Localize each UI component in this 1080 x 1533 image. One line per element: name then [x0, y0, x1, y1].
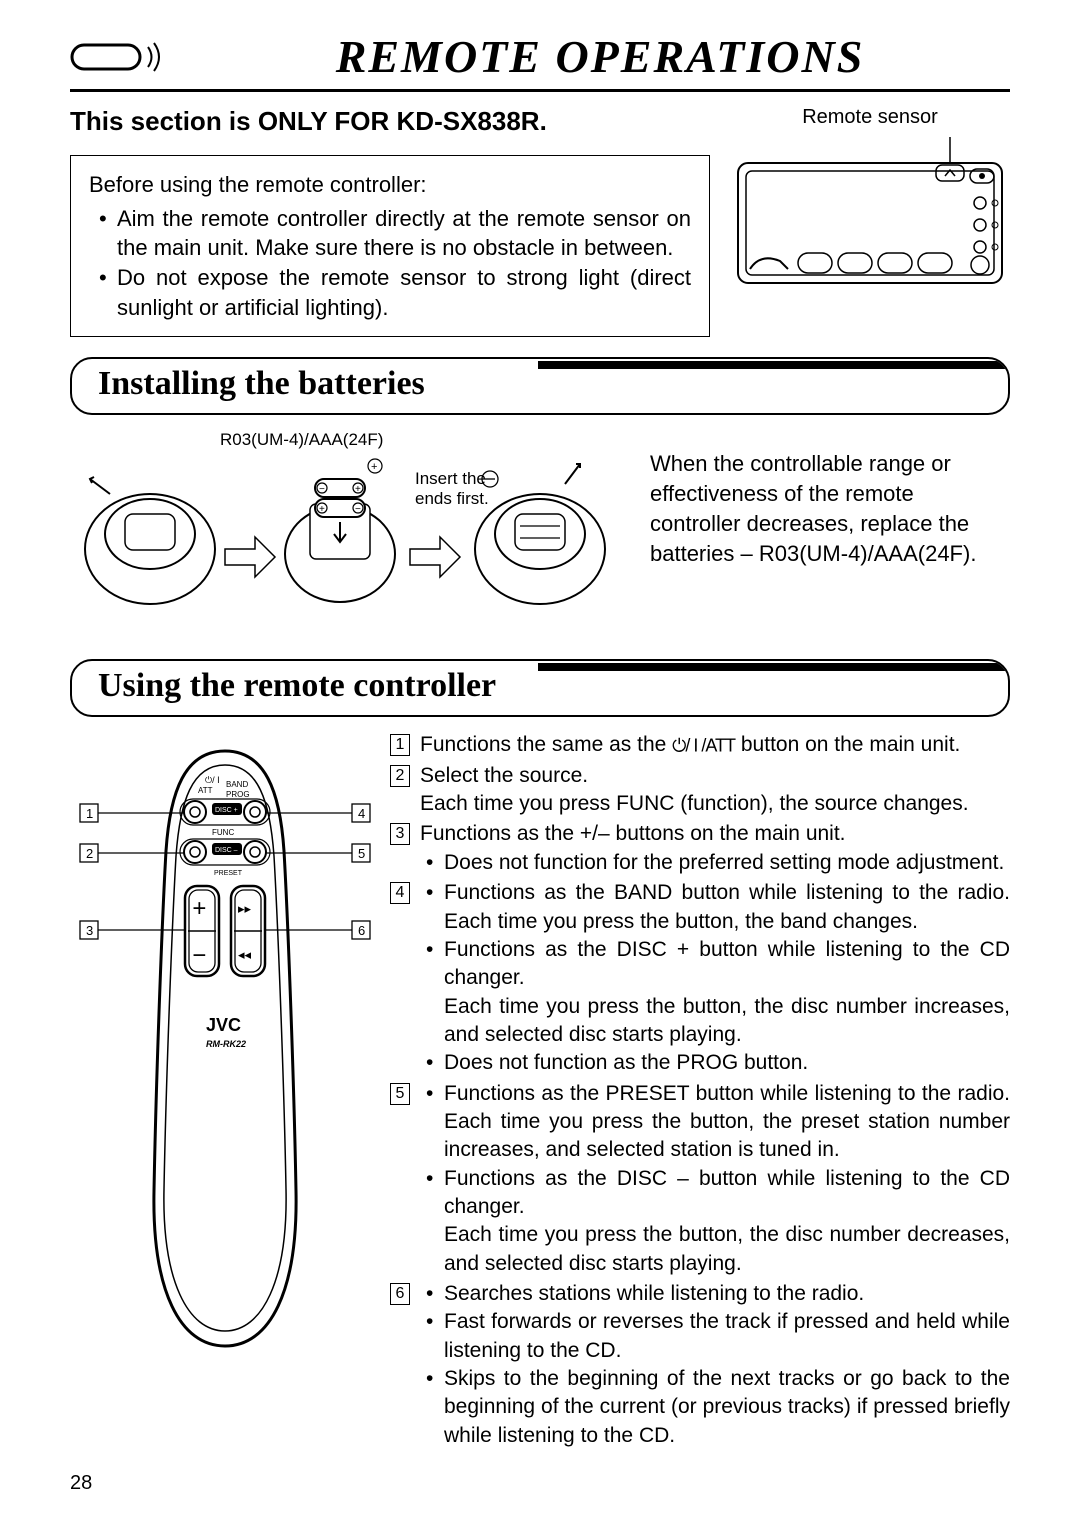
func-item: 4 Functions as the BAND button while lis… — [390, 879, 1010, 1077]
svg-text:+: + — [319, 504, 325, 515]
func-bullet: Does not function for the preferred sett… — [426, 849, 1010, 877]
page-title: REMOTE OPERATIONS — [190, 30, 1010, 83]
before-box: Before using the remote controller: Aim … — [70, 155, 710, 337]
func-bullet: Does not function as the PROG button. — [426, 1049, 1010, 1077]
num-box: 4 — [390, 882, 410, 904]
before-item: Do not expose the remote sensor to stron… — [99, 263, 691, 322]
svg-text:+: + — [192, 895, 206, 922]
top-row: This section is ONLY FOR KD-SX838R. Befo… — [70, 106, 1010, 337]
svg-text:+: + — [371, 461, 377, 473]
svg-text:PROG: PROG — [226, 790, 250, 799]
svg-text:▸▸: ▸▸ — [238, 901, 252, 916]
func-text: Select the source. — [420, 764, 588, 787]
func-item: 1 Functions the same as the ⏻/ I /ATT bu… — [390, 731, 1010, 759]
func-bullet: Functions as the PRESET button while lis… — [426, 1080, 1010, 1165]
svg-text:FUNC: FUNC — [212, 828, 234, 837]
svg-text:⏻/ I: ⏻/ I — [205, 775, 220, 785]
page-number: 28 — [70, 1472, 1010, 1495]
svg-text:−: − — [319, 484, 325, 495]
svg-text:R03(UM-4)/AAA(24F): R03(UM-4)/AAA(24F) — [220, 430, 383, 449]
func-bullet: Functions as the DISC + button while lis… — [426, 936, 1010, 1049]
svg-text:◂◂: ◂◂ — [238, 947, 252, 962]
before-item: Aim the remote controller directly at th… — [99, 204, 691, 263]
svg-text:ends first.: ends first. — [415, 489, 489, 508]
remote-icon — [70, 37, 170, 77]
svg-text:DISC –: DISC – — [215, 847, 238, 854]
svg-text:JVC: JVC — [206, 1015, 241, 1035]
section-title: Using the remote controller — [98, 667, 982, 705]
svg-text:4: 4 — [358, 806, 365, 821]
num-box: 1 — [390, 734, 410, 756]
section-title: Installing the batteries — [98, 365, 982, 403]
func-text: Functions as the +/– buttons on the main… — [420, 822, 846, 845]
svg-text:−: − — [355, 504, 361, 515]
func-bullet: Fast forwards or reverses the track if p… — [426, 1308, 1010, 1365]
batteries-row: R03(UM-4)/AAA(24F) − + + − + Insert the — [70, 429, 1010, 639]
func-item: 6 Searches stations while listening to t… — [390, 1280, 1010, 1450]
func-bullet: Searches stations while listening to the… — [426, 1280, 1010, 1308]
battery-text: When the controllable range or effective… — [650, 429, 1010, 568]
svg-text:Insert the: Insert the — [415, 469, 486, 488]
func-item: 5 Functions as the PRESET button while l… — [390, 1080, 1010, 1278]
num-box: 5 — [390, 1083, 410, 1105]
svg-text:6: 6 — [358, 923, 365, 938]
subtitle: This section is ONLY FOR KD-SX838R. — [70, 106, 710, 137]
header-row: REMOTE OPERATIONS — [70, 30, 1010, 92]
func-bullet: Functions as the BAND button while liste… — [426, 879, 1010, 936]
func-text: Functions the same as the ⏻/ I /ATT butt… — [420, 733, 960, 756]
svg-text:3: 3 — [86, 923, 93, 938]
controller-row: ⏻/ I ATT BAND PROG DISC + FUNC DISC – PR… — [70, 731, 1010, 1452]
svg-text:BAND: BAND — [226, 780, 248, 789]
func-item: 2 Select the source. Each time you press… — [390, 762, 1010, 819]
battery-diagram: R03(UM-4)/AAA(24F) − + + − + Insert the — [70, 429, 630, 639]
num-box: 3 — [390, 823, 410, 845]
svg-text:PRESET: PRESET — [214, 870, 243, 877]
before-intro: Before using the remote controller: — [89, 170, 691, 200]
num-box: 2 — [390, 765, 410, 787]
function-list: 1 Functions the same as the ⏻/ I /ATT bu… — [390, 731, 1010, 1452]
func-text: Each time you press FUNC (function), the… — [420, 792, 969, 815]
section-header-batteries: Installing the batteries — [70, 357, 1010, 415]
sensor-label: Remote sensor — [802, 106, 938, 129]
svg-text:RM-RK22: RM-RK22 — [206, 1039, 246, 1049]
sensor-diagram — [730, 133, 1010, 293]
svg-text:1: 1 — [86, 806, 93, 821]
svg-text:ATT: ATT — [198, 786, 213, 795]
svg-text:DISC +: DISC + — [215, 807, 238, 814]
section-header-controller: Using the remote controller — [70, 659, 1010, 717]
svg-text:5: 5 — [358, 846, 365, 861]
func-item: 3 Functions as the +/– buttons on the ma… — [390, 820, 1010, 877]
svg-text:2: 2 — [86, 846, 93, 861]
func-bullet: Functions as the DISC – button while lis… — [426, 1165, 1010, 1278]
svg-text:+: + — [355, 484, 361, 495]
svg-text:−: − — [192, 942, 206, 969]
func-bullet: Skips to the beginning of the next track… — [426, 1365, 1010, 1450]
num-box: 6 — [390, 1283, 410, 1305]
remote-controller-diagram: ⏻/ I ATT BAND PROG DISC + FUNC DISC – PR… — [70, 731, 380, 1371]
